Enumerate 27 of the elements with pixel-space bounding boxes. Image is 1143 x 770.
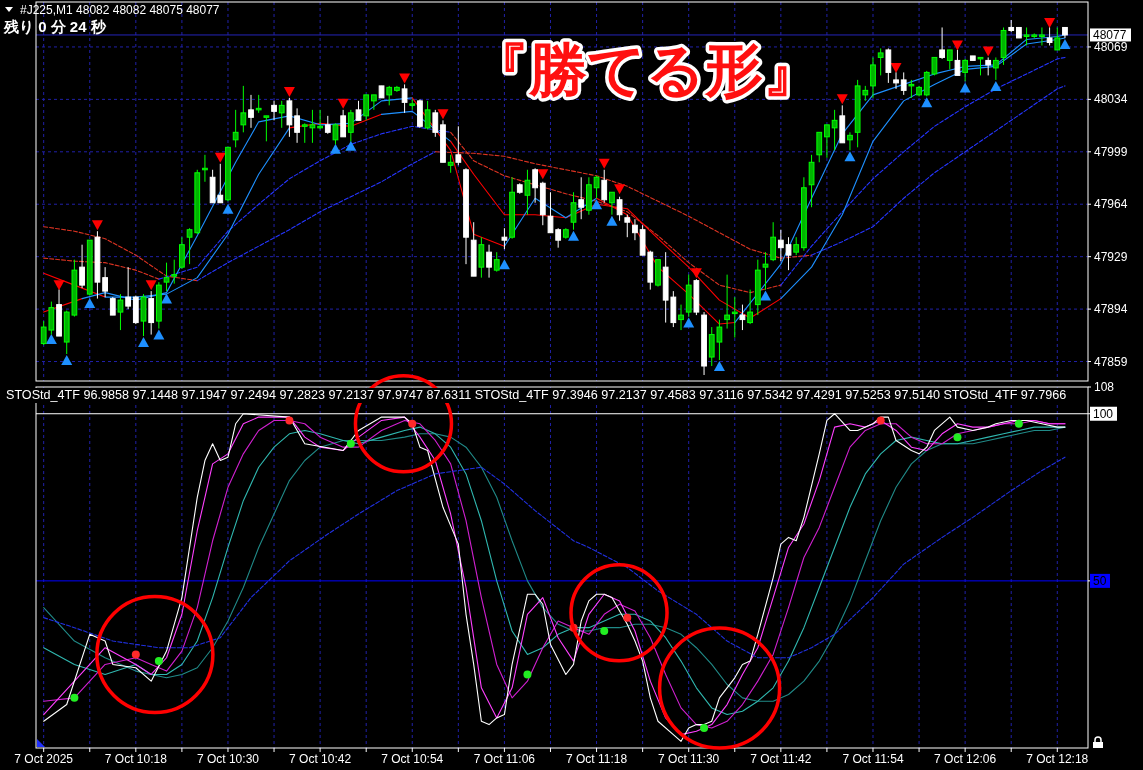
x-tick-label: 7 Oct 10:18 — [104, 752, 168, 766]
y-tick-label: 48034 — [1094, 92, 1128, 107]
y-tick-label: 47859 — [1094, 354, 1128, 369]
y-tick-label: 50 — [1093, 573, 1107, 588]
y-tick-label: 108 — [1094, 380, 1115, 394]
y-tick-label: 100 — [1093, 406, 1114, 421]
x-tick-label: 7 Oct 11:06 — [473, 752, 536, 766]
y-tick-label: 47929 — [1094, 249, 1128, 264]
x-tick-label: 7 Oct 11:54 — [842, 752, 904, 766]
text: 『勝てる形』 — [471, 37, 822, 102]
chart-title: STOStd_4TF 96.9858 97.1448 97.1947 97.2494 97.2823 97.2137 97.9747 87.6311 STOStd_4TF 97.3946 97.2137 97.4583 97.3116 97.5342 97.4291 97.5253 97.5140 STOStd_4TF 97.7966 — [6, 388, 1067, 402]
x-tick-label: 7 Oct 10:30 — [196, 752, 260, 766]
x-tick-label: 7 Oct 11:42 — [750, 752, 812, 766]
x-tick-label: 7 Oct 10:54 — [381, 752, 444, 766]
chart-subtitle: #J225,M1 48082 48082 48075 48077 — [20, 3, 220, 17]
x-tick-label: 7 Oct 12:18 — [1026, 752, 1089, 766]
x-tick-label: 7 Oct 2025 — [14, 752, 74, 766]
y-tick-label: 47894 — [1094, 302, 1128, 317]
y-tick-label: 47964 — [1094, 197, 1128, 212]
x-tick-label: 7 Oct 11:30 — [658, 752, 720, 766]
annotation: 48077 — [1093, 27, 1127, 42]
x-tick-label: 7 Oct 12:06 — [934, 752, 997, 766]
y-tick-label: 47999 — [1094, 144, 1128, 159]
annotation: 残り 0 分 24 秒 — [3, 18, 107, 35]
x-tick-label: 7 Oct 10:42 — [289, 752, 352, 766]
x-tick-label: 7 Oct 11:18 — [565, 752, 628, 766]
y-tick-label: 48069 — [1094, 39, 1128, 54]
